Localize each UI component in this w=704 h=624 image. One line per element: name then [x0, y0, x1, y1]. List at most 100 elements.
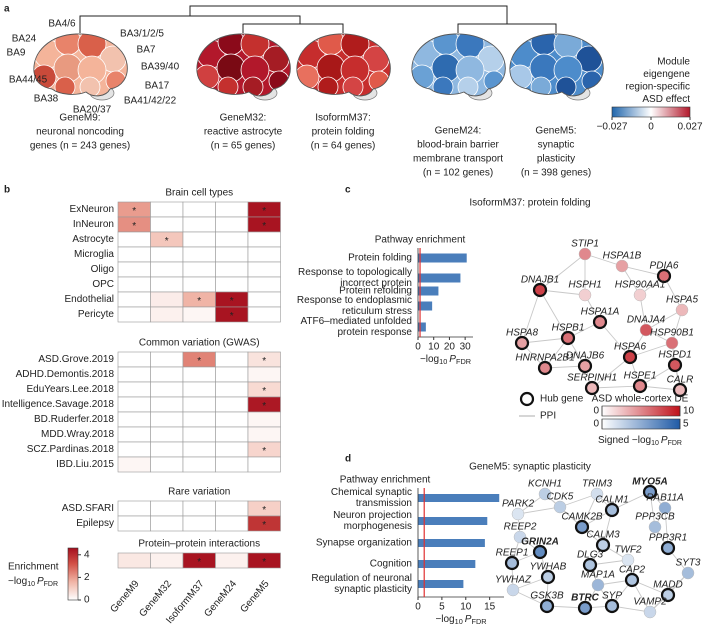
- category-label: Synapse organization: [316, 538, 412, 549]
- heatmap-cell: [182, 246, 216, 263]
- row-label: ExNeuron: [70, 204, 114, 215]
- x-tick-label: 0: [415, 342, 421, 353]
- chart-title: GeneM5: synaptic plasticity: [469, 462, 591, 473]
- bar: [418, 539, 485, 547]
- x-tick-label: 10: [428, 342, 440, 353]
- bar: [418, 286, 439, 296]
- heatmap-cell: [117, 291, 151, 308]
- gene-node: [592, 314, 608, 330]
- category-label: Cognition: [370, 559, 412, 570]
- heatmap-cell: [117, 500, 151, 517]
- row-label: Intelligence.Savage.2018: [2, 399, 115, 410]
- ppi-edge: [559, 493, 598, 508]
- brain-region: [432, 33, 460, 56]
- colorbar: [611, 106, 691, 118]
- heatmap-cell: [117, 276, 151, 293]
- bar: [418, 301, 433, 311]
- heatmap-cell: [215, 246, 249, 263]
- gene-node: [643, 605, 657, 619]
- gene-node: [665, 336, 679, 350]
- significance-star: *: [197, 356, 201, 367]
- module-caption: plasticity: [537, 154, 575, 165]
- module-caption: genes (n = 243 genes): [30, 141, 130, 152]
- heatmap-cell: [182, 381, 216, 398]
- row-label: Astrocyte: [72, 234, 114, 245]
- colorbar-label: −log10 PFDR: [8, 576, 58, 588]
- x-axis-label: −log10 PFDR: [435, 614, 486, 624]
- significance-star: *: [165, 236, 169, 247]
- heatmap-cell: [215, 396, 249, 413]
- gene-node: [658, 501, 672, 515]
- x-axis-label-part: −log: [420, 354, 439, 365]
- region-label: BA39/40: [141, 62, 180, 73]
- gene-node: [632, 378, 648, 394]
- de-scale-label-part: FDR: [668, 440, 682, 447]
- heatmap-cell: [247, 231, 281, 248]
- ppi-edge: [539, 289, 569, 339]
- heatmap-cell: [215, 515, 249, 532]
- heatmap-cell: [117, 246, 151, 263]
- legend-label: Hub gene: [540, 394, 584, 405]
- brain-region: [342, 76, 364, 96]
- heatmap-cell: [182, 441, 216, 458]
- brain-regions: [33, 33, 128, 96]
- heatmap-cell: [117, 515, 151, 532]
- colorbar-tick-label: −0.027: [597, 122, 628, 133]
- bar: [418, 494, 500, 502]
- significance-star: *: [230, 311, 234, 322]
- significance-star: *: [262, 505, 266, 516]
- x-axis-label-part: P: [449, 354, 456, 365]
- x-tick-label: 20: [444, 342, 456, 353]
- gene-node: [648, 520, 662, 534]
- heatmap-cell: [117, 411, 151, 428]
- row-label: ADHD.Demontis.2018: [16, 369, 115, 380]
- heatmap-cell: [150, 306, 184, 323]
- colorbar: [67, 547, 79, 601]
- brain-region: [54, 33, 82, 56]
- x-tick-label: 30: [460, 342, 472, 353]
- brain: [33, 33, 128, 101]
- heatmap-cell: [117, 231, 151, 248]
- ppi-edge: [591, 385, 641, 389]
- row-label: BD.Ruderfer.2018: [34, 414, 114, 425]
- heatmap-cell: [150, 426, 184, 443]
- gene-node: [511, 507, 525, 521]
- row-label: MDD.Wray.2018: [41, 429, 114, 440]
- ppi-edge: [539, 289, 586, 296]
- ppi-edge: [599, 321, 631, 358]
- brain-outline: [196, 33, 291, 97]
- legend-hub-node: [519, 391, 535, 407]
- category-label: Neuron projection: [333, 510, 412, 521]
- module-caption: (n = 65 genes): [211, 141, 276, 152]
- gene-label: STIP1: [571, 239, 599, 250]
- gene-node: [582, 557, 598, 573]
- heatmap-cell: [215, 411, 249, 428]
- panel-letter: d: [345, 454, 351, 465]
- heatmap-cell: [247, 515, 281, 532]
- brain-regions: [509, 33, 604, 96]
- gene-label: REEP2: [504, 522, 537, 533]
- gene-label: SYT3: [675, 558, 700, 569]
- gene-node: [513, 530, 527, 544]
- heatmap-cell: [182, 201, 216, 218]
- gene-node: [577, 358, 593, 374]
- heatmap-cell: [150, 456, 184, 473]
- dendrogram: [79, 5, 557, 33]
- gene-label: HSPA5: [666, 295, 698, 306]
- ppi-edge: [521, 337, 569, 344]
- brain-region: [530, 33, 558, 56]
- section-title: Common variation (GWAS): [139, 338, 260, 349]
- brain-region: [432, 76, 454, 96]
- significance-star: *: [262, 401, 266, 412]
- region-label: BA24: [12, 34, 37, 45]
- heatmap-cell: [247, 246, 281, 263]
- category-label: transmission: [356, 498, 412, 509]
- bar: [418, 253, 467, 263]
- gene-label: GSK3B: [530, 591, 564, 602]
- gene-label: TRIM3: [582, 479, 612, 490]
- x-axis-label: −log10 PFDR: [420, 354, 471, 366]
- heatmap-cell: [150, 276, 184, 293]
- heatmap-cell: [150, 441, 184, 458]
- colorbar-tick-label: 0.027: [677, 122, 702, 133]
